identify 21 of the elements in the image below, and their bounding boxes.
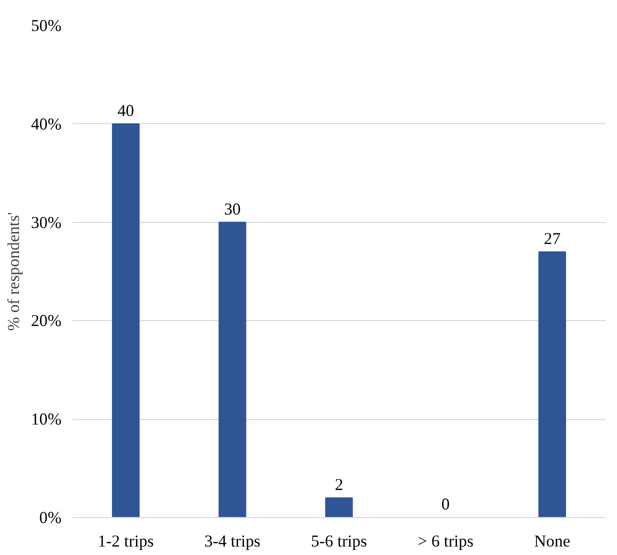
x-tick-label: 5-6 trips bbox=[311, 532, 367, 550]
bar bbox=[325, 497, 353, 518]
bar bbox=[218, 222, 246, 518]
data-label: 0 bbox=[441, 494, 450, 514]
y-tick-label: 10% bbox=[30, 410, 62, 429]
data-label: 27 bbox=[544, 228, 561, 248]
y-tick-label: 50% bbox=[30, 16, 62, 35]
x-tick-label: > 6 trips bbox=[418, 532, 474, 550]
bar bbox=[112, 123, 140, 518]
x-tick-label: 3-4 trips bbox=[204, 532, 260, 550]
y-tick-label: 30% bbox=[30, 212, 62, 232]
y-axis-title: % of respondents' bbox=[4, 212, 23, 331]
data-label: 30 bbox=[224, 199, 241, 218]
bar bbox=[538, 251, 566, 518]
y-tick-label: 40% bbox=[30, 114, 62, 134]
x-tick-label: 1-2 trips bbox=[98, 532, 154, 550]
x-tick-label: None bbox=[534, 532, 570, 550]
y-tick-label: 0% bbox=[39, 508, 62, 527]
y-tick-label: 20% bbox=[30, 311, 62, 330]
data-label: 2 bbox=[334, 474, 344, 494]
data-label: 40 bbox=[117, 100, 134, 120]
